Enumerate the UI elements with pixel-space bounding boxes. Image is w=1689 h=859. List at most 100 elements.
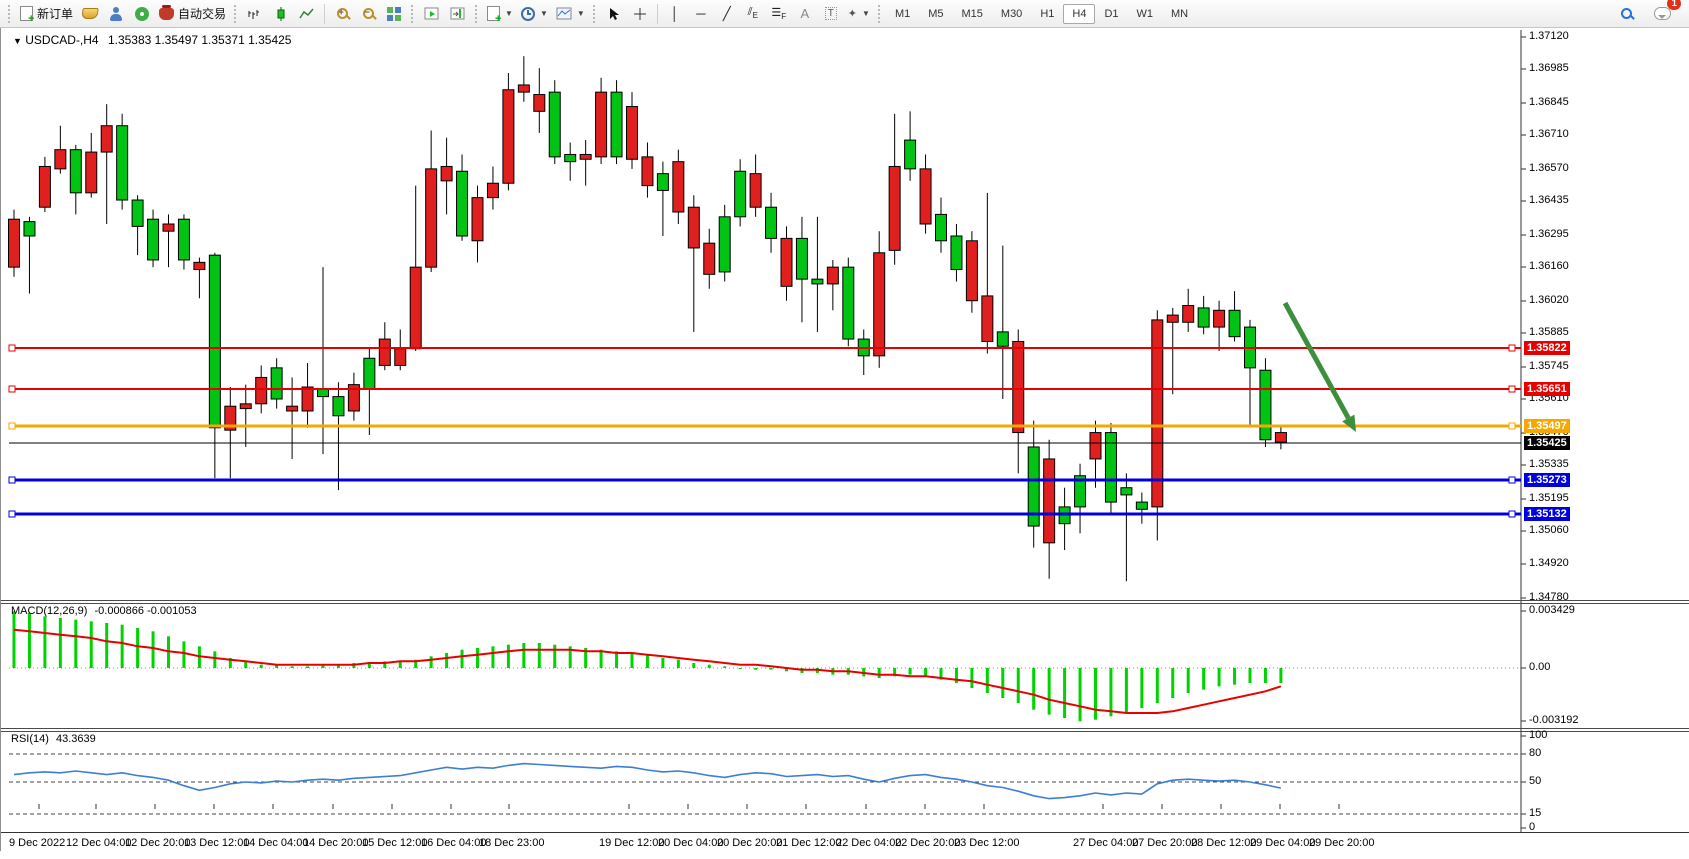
- timeframe-M5[interactable]: M5: [928, 7, 944, 20]
- timeframe-group: M1 M5 M15 M30 H1 H4 D1 W1 MN: [886, 3, 1197, 24]
- auto-trading-button[interactable]: 自动交易: [155, 2, 230, 25]
- toolbar-grip[interactable]: [8, 4, 12, 23]
- candle-body: [749, 173, 762, 208]
- macd-histogram-bar: [136, 628, 140, 668]
- toolbar-grip[interactable]: [234, 4, 238, 23]
- new-order-label: 新订单: [37, 7, 74, 21]
- timeframe-H4[interactable]: H4: [1063, 3, 1096, 24]
- zoom-in-icon: +: [336, 7, 348, 19]
- macd-histogram-bar: [1186, 668, 1190, 693]
- time-axis-label: 29 Dec 04:00: [1250, 837, 1316, 849]
- candle-body: [517, 84, 530, 93]
- trend-arrow-head[interactable]: [1342, 414, 1356, 432]
- timeframe-M15[interactable]: M15: [961, 7, 983, 20]
- channel-button[interactable]: ⫽E: [740, 2, 766, 25]
- candle-body: [116, 125, 129, 201]
- line-handle[interactable]: [1508, 476, 1516, 484]
- zoom-in-button[interactable]: +: [329, 2, 355, 25]
- timeframe-MN[interactable]: MN: [1171, 7, 1189, 20]
- macd-histogram-bar: [584, 648, 588, 668]
- candle-body: [193, 261, 206, 271]
- vertical-line-button[interactable]: │: [662, 2, 688, 25]
- candle-body: [919, 168, 932, 225]
- channel-icon: ⫽E: [747, 6, 758, 21]
- macd-histogram-bar: [1233, 668, 1237, 685]
- timeframe-W1[interactable]: W1: [1136, 7, 1154, 20]
- timeframe-H1[interactable]: H1: [1040, 7, 1055, 20]
- macd-histogram-bar: [306, 666, 310, 668]
- macd-tick-label: 0.003429: [1529, 604, 1575, 616]
- horizontal-line-button[interactable]: ─: [688, 2, 714, 25]
- search-button[interactable]: [1613, 2, 1639, 25]
- macd-panel-separator[interactable]: [1, 603, 1689, 604]
- toolbar-grip[interactable]: [411, 4, 415, 23]
- toolbar-grip[interactable]: [592, 4, 597, 23]
- notifications-button[interactable]: 1: [1649, 0, 1681, 25]
- trend-arrow[interactable]: [1282, 301, 1351, 420]
- line-handle[interactable]: [8, 344, 16, 352]
- indicators-button[interactable]: + ▼: [483, 2, 517, 25]
- line-handle[interactable]: [8, 510, 16, 518]
- rsi-tick-label: 50: [1529, 775, 1542, 787]
- rsi-panel-separator[interactable]: [1, 728, 1689, 729]
- candle-body: [1027, 446, 1040, 527]
- line-handle[interactable]: [8, 422, 16, 430]
- crosshair-button[interactable]: [627, 2, 653, 25]
- toolbar-grip[interactable]: [475, 4, 479, 23]
- candle-body: [8, 218, 20, 268]
- text-label-button[interactable]: T: [818, 2, 844, 25]
- new-order-button[interactable]: + 新订单: [16, 2, 77, 25]
- text-button[interactable]: A: [792, 2, 818, 25]
- rsi-tick-label: 0: [1529, 821, 1536, 833]
- candle-body: [734, 170, 747, 218]
- deposit-button[interactable]: [77, 2, 103, 25]
- macd-histogram-bar: [1263, 668, 1267, 683]
- zoom-out-button[interactable]: −: [355, 2, 381, 25]
- macd-histogram-bar: [12, 611, 16, 668]
- macd-histogram-bar: [429, 656, 433, 668]
- timeframe-M30[interactable]: M30: [1000, 7, 1023, 20]
- price-tick-label: 1.36435: [1529, 194, 1569, 206]
- line-handle[interactable]: [1508, 385, 1516, 393]
- tile-windows-button[interactable]: [381, 2, 407, 25]
- fibonacci-icon: ☰F: [771, 6, 787, 22]
- candlestick-chart-button[interactable]: [268, 2, 294, 25]
- cursor-button[interactable]: [601, 2, 627, 25]
- symbol-dropdown-icon[interactable]: ▼: [13, 36, 22, 46]
- macd-histogram-bar: [785, 668, 788, 672]
- timeframe-D1[interactable]: D1: [1104, 7, 1119, 20]
- line-handle[interactable]: [8, 476, 16, 484]
- auto-scroll-button[interactable]: [419, 2, 445, 25]
- trendline-icon: ╱: [722, 5, 731, 21]
- time-axis-label: 20 Dec 04:00: [658, 837, 724, 849]
- templates-button[interactable]: ▼: [552, 2, 589, 25]
- account-button[interactable]: [103, 2, 129, 25]
- macd-histogram-bar: [1063, 668, 1067, 718]
- macd-histogram-bar: [151, 631, 155, 668]
- line-chart-button[interactable]: [294, 2, 320, 25]
- chart-shift-button[interactable]: [445, 2, 471, 25]
- bar-chart-button[interactable]: [242, 2, 268, 25]
- chart-shift-icon: [450, 7, 465, 19]
- candle-body: [780, 237, 793, 287]
- toolbar-grip[interactable]: [877, 4, 882, 23]
- candle-body: [548, 91, 561, 158]
- rsi-panel-separator[interactable]: [1, 731, 1689, 732]
- macd-histogram-bar: [290, 666, 294, 668]
- price-tick-label: 1.36845: [1529, 96, 1569, 108]
- line-handle[interactable]: [1508, 510, 1516, 518]
- timeframe-M1[interactable]: M1: [894, 7, 911, 20]
- periods-button[interactable]: ▼: [517, 2, 552, 25]
- fibonacci-button[interactable]: ☰F: [766, 2, 792, 25]
- time-axis-label: 15 Dec 12:00: [362, 837, 428, 849]
- line-handle[interactable]: [8, 385, 16, 393]
- line-handle[interactable]: [1508, 422, 1516, 430]
- arrows-button[interactable]: ✦ ▼: [844, 2, 874, 25]
- macd-panel-separator[interactable]: [1, 600, 1689, 601]
- time-axis-label: 22 Dec 20:00: [895, 837, 961, 849]
- chart-canvas[interactable]: [1, 28, 1689, 859]
- trendline-button[interactable]: ╱: [714, 2, 740, 25]
- line-handle[interactable]: [1508, 344, 1516, 352]
- signals-button[interactable]: [129, 2, 155, 25]
- candle-body: [486, 182, 499, 199]
